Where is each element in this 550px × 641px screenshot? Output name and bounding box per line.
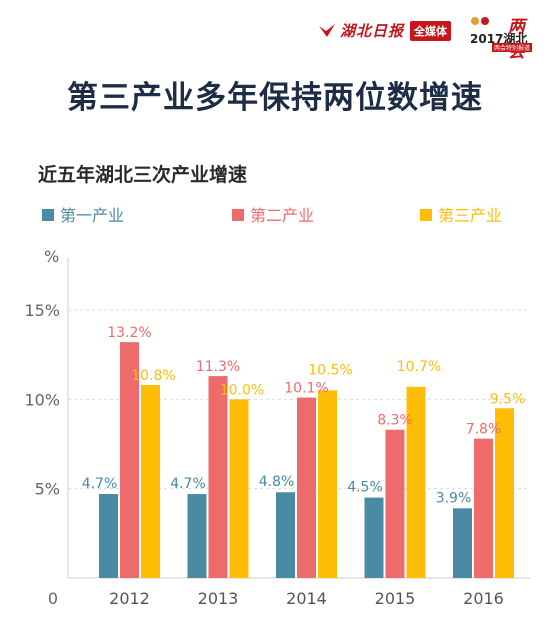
data-label-2015-series-3: 10.7% [397, 359, 441, 375]
brand-badge: 全媒体 [410, 20, 452, 41]
data-label-2014-series-2: 10.1% [284, 381, 328, 397]
page-title: 第三产业多年保持两位数增速 [67, 80, 483, 116]
legend-label-1: 第一产业 [60, 206, 124, 225]
legend-label-2: 第二产业 [250, 206, 314, 225]
x-tick-label-2013: 2013 [198, 589, 239, 608]
data-label-2012-series-3: 10.8% [131, 368, 175, 384]
brand-name: 湖北日报 [340, 22, 405, 40]
data-label-2016-series-2: 7.8% [466, 422, 502, 438]
x-tick-label-2014: 2014 [286, 589, 327, 608]
legend-swatch-2 [232, 209, 244, 221]
bar-2013-series-3 [229, 399, 249, 578]
bar-2016-series-3 [495, 408, 514, 578]
bar-2012-series-1 [99, 494, 118, 578]
data-label-2013-series-1: 4.7% [170, 476, 206, 492]
x-tick-label-2015: 2015 [375, 589, 416, 608]
legend-label-3: 第三产业 [438, 206, 502, 225]
chart-data-labels: 4.7% 13.2% 10.8% 4.7% 11.3% 10.0% 4.8% 10.1% 10.… [82, 325, 526, 506]
x-tick-label-2012: 2012 [109, 589, 150, 608]
y-tick-label-5: 5% [35, 480, 60, 499]
bar-2012-series-2 [120, 342, 139, 578]
legend-swatch-1 [42, 209, 54, 221]
event-sub: 两会特别报道 [492, 43, 533, 52]
bar-2014-series-2 [297, 397, 316, 578]
chart-title: 近五年湖北三次产业增速 [38, 164, 248, 186]
data-label-2014-series-3: 10.5% [308, 362, 352, 378]
data-label-2016-series-3: 9.5% [490, 391, 526, 407]
bar-2015-series-2 [385, 429, 405, 578]
data-label-2013-series-3: 10.0% [220, 382, 264, 398]
data-label-2013-series-2: 11.3% [196, 359, 240, 375]
bar-2014-series-1 [276, 492, 295, 578]
brand-logo-group: 湖北日报 全媒体 [318, 20, 452, 41]
event-logo: 两会 2017湖北 两会特别报道 [470, 12, 540, 62]
bar-2013-series-1 [187, 494, 207, 578]
y-tick-label-10: 10% [24, 390, 60, 409]
bar-2015-series-1 [364, 497, 384, 578]
event-emblem-icon [471, 17, 489, 25]
bar-2015-series-3 [406, 386, 426, 578]
bar-2016-series-2 [474, 438, 493, 578]
bar-2016-series-1 [453, 508, 472, 578]
bar-2014-series-3 [318, 390, 337, 578]
y-axis-unit-label: % [44, 247, 59, 266]
data-label-2012-series-2: 13.2% [107, 325, 151, 341]
brand-swoosh-icon [319, 23, 335, 37]
data-label-2016-series-1: 3.9% [436, 490, 472, 506]
data-label-2012-series-1: 4.7% [82, 476, 118, 492]
data-label-2015-series-2: 8.3% [377, 413, 413, 429]
data-label-2015-series-1: 4.5% [347, 480, 383, 496]
chart-legend: 第一产业 第二产业 第三产业 [42, 206, 502, 225]
bar-2012-series-3 [141, 385, 160, 578]
event-label: 2017湖北 [470, 32, 528, 46]
chart-bars [99, 342, 514, 578]
data-label-2014-series-1: 4.8% [259, 474, 295, 490]
x-tick-label-2016: 2016 [463, 589, 504, 608]
y-tick-label-15: 15% [24, 301, 60, 320]
bar-2013-series-2 [208, 376, 228, 578]
legend-swatch-3 [420, 209, 432, 221]
y-tick-label-0: 0 [48, 589, 58, 608]
